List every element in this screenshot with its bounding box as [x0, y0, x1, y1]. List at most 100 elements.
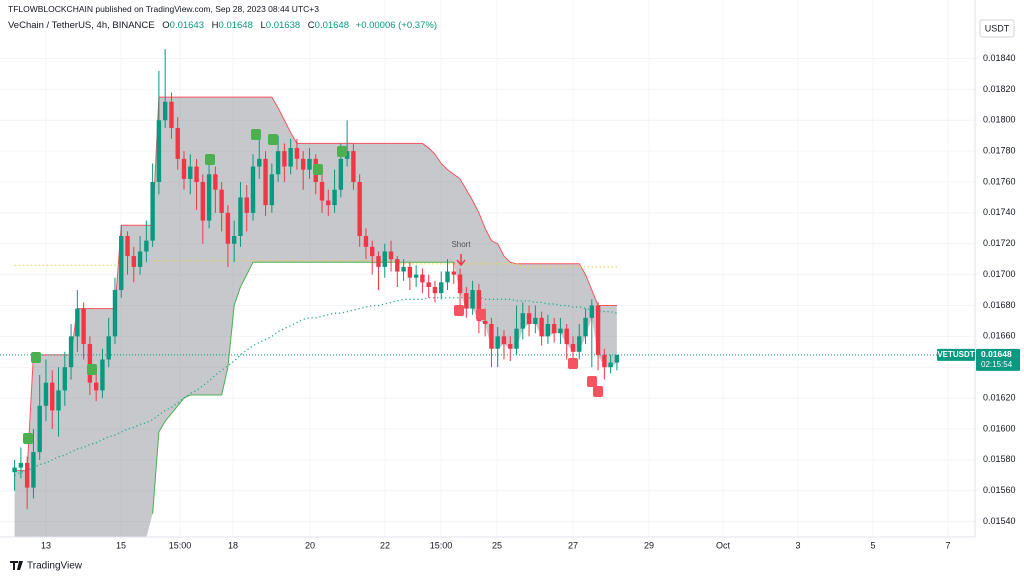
x-tick-label: 29	[644, 540, 654, 550]
candle-body	[508, 344, 513, 349]
candle-body	[470, 290, 475, 309]
candle-body	[288, 148, 293, 167]
candle-body	[370, 246, 375, 257]
x-tick-label: Oct	[716, 540, 731, 550]
candle-body	[206, 174, 212, 221]
candle-body	[263, 158, 268, 206]
candle-body	[608, 362, 613, 368]
candle-body	[31, 452, 36, 488]
candle-body	[382, 251, 387, 267]
footer: TradingView	[27, 561, 83, 572]
candle-body	[558, 328, 563, 334]
candle-body	[24, 462, 30, 488]
candle-layer	[12, 49, 620, 510]
ticker: VETUSDT	[937, 350, 974, 359]
y-tick-label: 0.01680	[983, 300, 1016, 310]
candle-body	[238, 197, 243, 237]
price-tag	[976, 348, 1020, 371]
candle-body	[551, 324, 557, 334]
candle-body	[100, 359, 105, 391]
y-tick-label: 0.01840	[983, 53, 1016, 63]
candle-body	[257, 158, 262, 167]
candle-body	[526, 313, 532, 324]
countdown: 02:15:54	[981, 360, 1013, 369]
x-tick-label: 7	[945, 540, 950, 550]
candle-body	[376, 256, 381, 267]
candle-body	[137, 251, 143, 267]
buy-marker	[268, 134, 278, 145]
candle-body	[577, 336, 582, 352]
candle-body	[112, 290, 118, 337]
sell-marker	[454, 305, 464, 316]
ohlc-label: L	[260, 20, 266, 31]
sell-marker	[568, 358, 578, 369]
candle-body	[363, 236, 369, 247]
ma-slow	[14, 297, 618, 476]
candle-body	[451, 271, 456, 275]
y-tick-label: 0.01700	[983, 269, 1016, 279]
candle-body	[520, 313, 525, 329]
candle-body	[37, 405, 42, 453]
ohlc-value: 0.01648	[218, 20, 253, 31]
candle-body	[545, 324, 551, 337]
price-tag-value: 0.01648	[981, 349, 1012, 359]
candle-body	[589, 305, 595, 318]
ohlc-label: O	[162, 20, 170, 31]
candle-body	[175, 127, 180, 159]
candle-body	[106, 336, 111, 360]
buy-marker	[251, 129, 261, 140]
candle-body	[169, 101, 174, 128]
candle-body	[213, 174, 218, 190]
candle-body	[43, 382, 49, 406]
candle-body	[395, 259, 400, 272]
candle-body	[194, 166, 199, 182]
candle-body	[614, 354, 620, 363]
x-tick-label: 15:00	[430, 540, 453, 550]
candle-body	[595, 305, 601, 355]
candle-body	[62, 367, 67, 391]
ohlc-label: C	[307, 20, 315, 31]
y-tick-label: 0.01580	[983, 454, 1016, 464]
x-tick-label: 3	[795, 540, 800, 550]
x-tick-label: 27	[568, 540, 578, 550]
ohlc-value: 0.01643	[169, 20, 204, 31]
y-tick-label: 0.01800	[983, 115, 1016, 125]
candle-body	[225, 212, 231, 244]
buy-marker	[23, 433, 33, 444]
y-tick-label: 0.01780	[983, 146, 1016, 156]
candle-body	[539, 317, 544, 337]
candle-body	[388, 251, 394, 260]
x-tick-label: 15:00	[169, 540, 192, 550]
x-tick-label: 13	[41, 540, 51, 550]
candle-body	[407, 266, 413, 278]
x-tick-label: 20	[305, 540, 315, 550]
currency-box[interactable]	[979, 19, 1015, 38]
candle-body	[68, 336, 74, 368]
candle-body	[50, 382, 55, 411]
candle-body	[275, 151, 281, 175]
candle-body	[75, 308, 80, 337]
y-tick-label: 0.01620	[983, 392, 1016, 402]
x-tick-label: 22	[380, 540, 390, 550]
candle-body	[144, 240, 149, 252]
candle-body	[301, 158, 306, 170]
candle-body	[457, 274, 463, 294]
y-tick-label: 0.01720	[983, 238, 1016, 248]
ohlc-label: H	[211, 20, 219, 31]
candle-body	[131, 256, 137, 267]
candle-body	[12, 467, 17, 473]
candle-body	[570, 344, 576, 352]
y-tick-label: 0.01660	[983, 331, 1016, 341]
candle-body	[231, 236, 237, 244]
candle-body	[188, 166, 193, 179]
candle-body	[326, 200, 331, 206]
y-tick-label: 0.01760	[983, 176, 1016, 186]
ma-fast	[14, 260, 617, 268]
y-tick-label: 0.01600	[983, 423, 1016, 433]
candle-body	[56, 390, 61, 411]
short-arrow	[456, 254, 466, 267]
signal-markers	[23, 129, 603, 444]
sell-marker	[593, 386, 603, 397]
candle-body	[344, 151, 350, 159]
